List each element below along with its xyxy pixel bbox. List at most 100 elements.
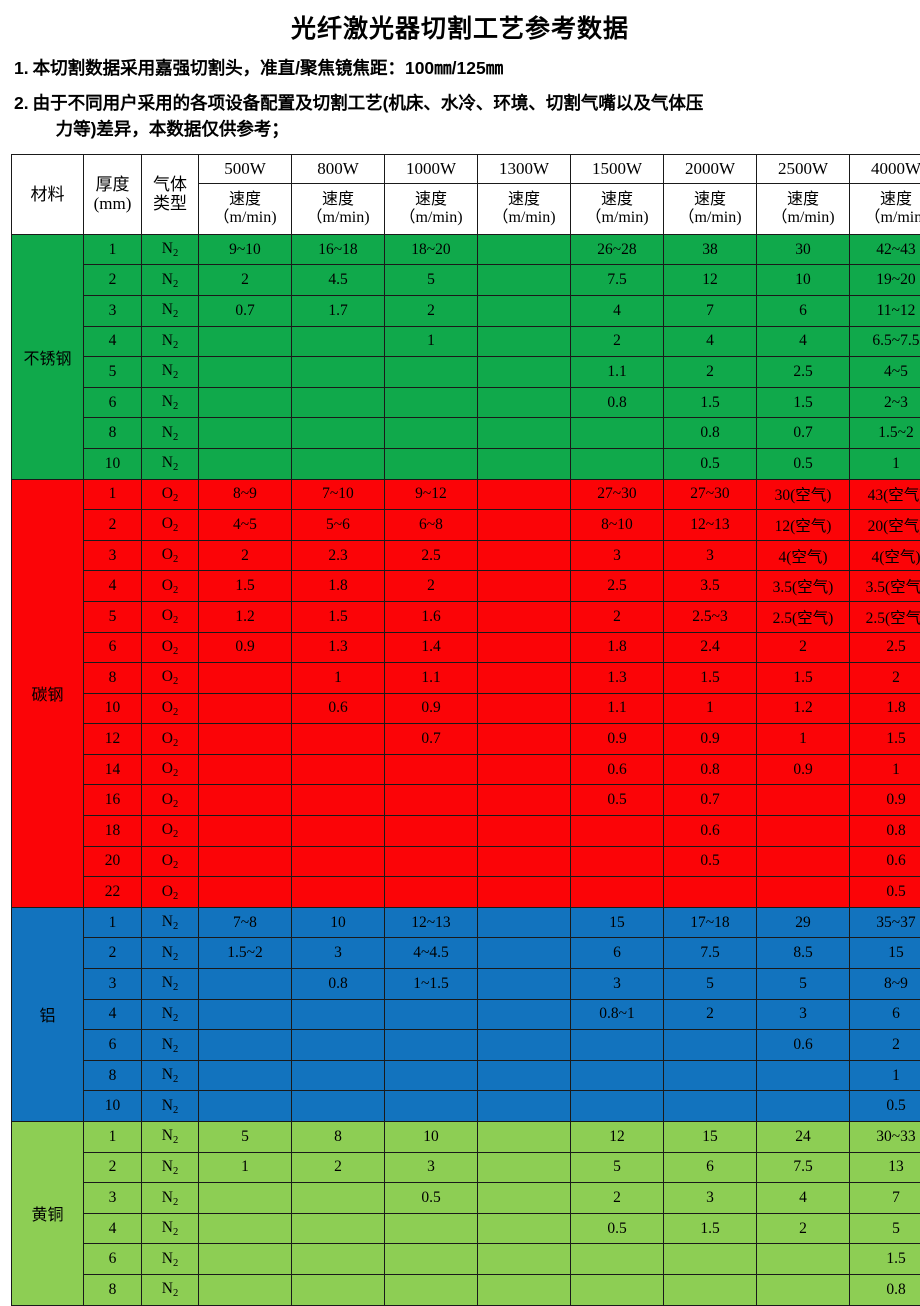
speed-cell-500w: 0.7 — [199, 295, 292, 326]
speed-cell-1500w: 3 — [571, 540, 664, 571]
speed-cell-4000w: 1.5 — [850, 724, 920, 755]
speed-cell-1300w — [478, 326, 571, 357]
thickness-cell: 4 — [84, 571, 142, 602]
speed-cell-1500w: 3 — [571, 969, 664, 1000]
gas-type-cell: N2 — [142, 1152, 199, 1183]
speed-cell-800w: 2.3 — [292, 540, 385, 571]
speed-cell-2500w: 2.5 — [757, 357, 850, 388]
speed-cell-1000w: 0.9 — [385, 693, 478, 724]
speed-cell-1500w: 0.5 — [571, 1213, 664, 1244]
header-power-2500w: 2500W — [757, 154, 850, 183]
speed-cell-1000w: 2.5 — [385, 540, 478, 571]
header-power-800w: 800W — [292, 154, 385, 183]
speed-cell-1300w — [478, 632, 571, 663]
speed-cell-500w — [199, 448, 292, 479]
speed-cell-1000w — [385, 816, 478, 847]
speed-cell-1000w — [385, 387, 478, 418]
speed-cell-2500w: 10 — [757, 265, 850, 296]
material-cell-aluminum: 铝 — [12, 907, 84, 1121]
thickness-cell: 12 — [84, 724, 142, 755]
speed-cell-1500w — [571, 1030, 664, 1061]
speed-cell-4000w: 7 — [850, 1183, 920, 1214]
speed-cell-800w — [292, 1274, 385, 1305]
thickness-cell: 6 — [84, 1030, 142, 1061]
speed-cell-2000w: 27~30 — [664, 479, 757, 510]
speed-cell-4000w: 5 — [850, 1213, 920, 1244]
speed-cell-800w: 1.3 — [292, 632, 385, 663]
speed-cell-800w — [292, 448, 385, 479]
speed-cell-2000w: 0.5 — [664, 846, 757, 877]
speed-cell-1300w — [478, 234, 571, 265]
speed-cell-800w — [292, 816, 385, 847]
speed-cell-800w — [292, 846, 385, 877]
speed-cell-1000w: 2 — [385, 571, 478, 602]
header-speed-unit: （m/min) — [385, 209, 477, 227]
speed-cell-500w — [199, 1030, 292, 1061]
speed-cell-1000w — [385, 785, 478, 816]
speed-cell-1300w — [478, 295, 571, 326]
speed-cell-4000w: 1 — [850, 754, 920, 785]
speed-cell-1300w — [478, 540, 571, 571]
speed-cell-500w — [199, 877, 292, 908]
thickness-cell: 4 — [84, 1213, 142, 1244]
speed-cell-2500w — [757, 1091, 850, 1122]
speed-cell-2000w: 2.5~3 — [664, 601, 757, 632]
header-gas-type: 气体 类型 — [142, 154, 199, 234]
speed-cell-1300w — [478, 907, 571, 938]
speed-cell-500w — [199, 785, 292, 816]
speed-cell-1500w — [571, 1060, 664, 1091]
gas-type-cell: O2 — [142, 724, 199, 755]
speed-cell-1300w — [478, 816, 571, 847]
speed-cell-1300w — [478, 938, 571, 969]
gas-type-cell: N2 — [142, 1274, 199, 1305]
speed-cell-1300w — [478, 1091, 571, 1122]
speed-cell-4000w: 13 — [850, 1152, 920, 1183]
speed-cell-1500w: 1.1 — [571, 693, 664, 724]
header-power-500w: 500W — [199, 154, 292, 183]
speed-cell-2000w — [664, 1030, 757, 1061]
thickness-cell: 3 — [84, 969, 142, 1000]
speed-cell-1000w: 1~1.5 — [385, 969, 478, 1000]
header-speed-unit: （m/min) — [199, 209, 291, 227]
speed-cell-500w: 1 — [199, 1152, 292, 1183]
speed-cell-2500w: 5 — [757, 969, 850, 1000]
speed-cell-2000w: 1.5 — [664, 387, 757, 418]
speed-cell-500w — [199, 1091, 292, 1122]
speed-cell-1300w — [478, 418, 571, 449]
speed-cell-2000w: 6 — [664, 1152, 757, 1183]
speed-cell-2000w: 7 — [664, 295, 757, 326]
speed-cell-1300w — [478, 693, 571, 724]
speed-cell-2000w: 5 — [664, 969, 757, 1000]
speed-cell-4000w: 1.8 — [850, 693, 920, 724]
speed-cell-500w: 1.2 — [199, 601, 292, 632]
gas-type-cell: N2 — [142, 1030, 199, 1061]
material-cell-stainless: 不锈钢 — [12, 234, 84, 479]
speed-cell-2000w: 7.5 — [664, 938, 757, 969]
speed-cell-800w: 0.8 — [292, 969, 385, 1000]
speed-cell-1500w — [571, 1244, 664, 1275]
speed-cell-800w — [292, 724, 385, 755]
gas-type-cell: N2 — [142, 387, 199, 418]
gas-type-cell: N2 — [142, 1122, 199, 1153]
table-header: 材料 厚度 (mm) 气体 类型 500W 800W 1000W 1300W 1… — [12, 154, 920, 234]
gas-type-cell: N2 — [142, 234, 199, 265]
speed-cell-2500w: 0.5 — [757, 448, 850, 479]
speed-cell-2000w — [664, 1091, 757, 1122]
speed-cell-1000w — [385, 448, 478, 479]
header-material: 材料 — [12, 154, 84, 234]
gas-type-cell: O2 — [142, 785, 199, 816]
thickness-cell: 4 — [84, 999, 142, 1030]
speed-cell-1500w: 1.8 — [571, 632, 664, 663]
speed-cell-1500w — [571, 816, 664, 847]
speed-cell-500w — [199, 724, 292, 755]
thickness-cell: 10 — [84, 448, 142, 479]
speed-cell-4000w: 4~5 — [850, 357, 920, 388]
speed-cell-2000w: 1.5 — [664, 663, 757, 694]
notes-block: 1. 本切割数据采用嘉强切割头，准直/聚焦镜焦距：100㎜/125㎜ 2. 由于… — [0, 55, 920, 143]
speed-cell-1300w — [478, 479, 571, 510]
speed-cell-2000w: 0.5 — [664, 448, 757, 479]
